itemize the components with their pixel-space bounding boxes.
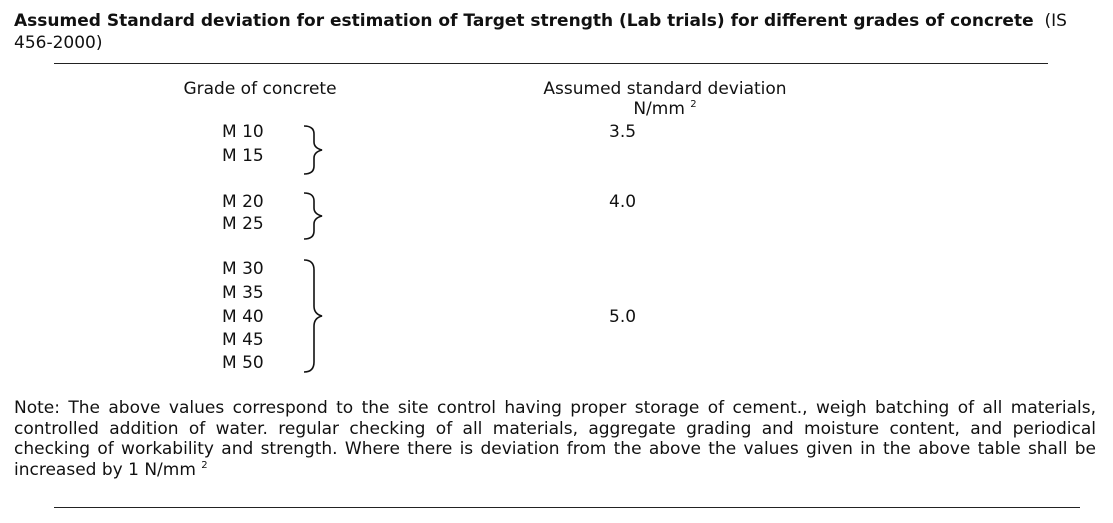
grade-item: M 25 [222, 214, 264, 234]
sd-value: 3.5 [609, 122, 637, 142]
grade-item: M 20 [222, 192, 264, 212]
grade-column-header: Grade of concrete [183, 79, 337, 99]
note-superscript: 2 [201, 459, 208, 471]
sd-value: 5.0 [609, 307, 637, 327]
brace-group-1 [303, 125, 323, 175]
note-text: Note: The above values correspond to the… [14, 398, 1096, 480]
bottom-rule [54, 507, 1080, 508]
brace-group-3 [303, 259, 323, 373]
brace-group-2 [303, 192, 323, 240]
sd-header-label: Assumed standard deviation [543, 79, 787, 99]
title-main: Assumed Standard deviation for estimatio… [14, 11, 1034, 31]
grade-item: M 40 [222, 307, 264, 327]
grade-item: M 15 [222, 146, 264, 166]
grade-item: M 50 [222, 353, 264, 373]
grade-item: M 30 [222, 259, 264, 279]
page-title: Assumed Standard deviation for estimatio… [14, 10, 1102, 54]
unit-text: N/mm [633, 99, 685, 119]
sd-header-unit: N/mm 2 [520, 99, 810, 119]
grade-item: M 35 [222, 283, 264, 303]
grade-item: M 45 [222, 330, 264, 350]
note-paragraph: Note: The above values correspond to the… [14, 398, 1096, 480]
title-reference: (IS 456-2000) [14, 11, 1067, 53]
unit-superscript: 2 [690, 99, 697, 110]
sd-column-header: Assumed standard deviation N/mm 2 [520, 79, 810, 119]
grade-item: M 10 [222, 122, 264, 142]
top-rule [54, 63, 1048, 64]
sd-value: 4.0 [609, 192, 637, 212]
